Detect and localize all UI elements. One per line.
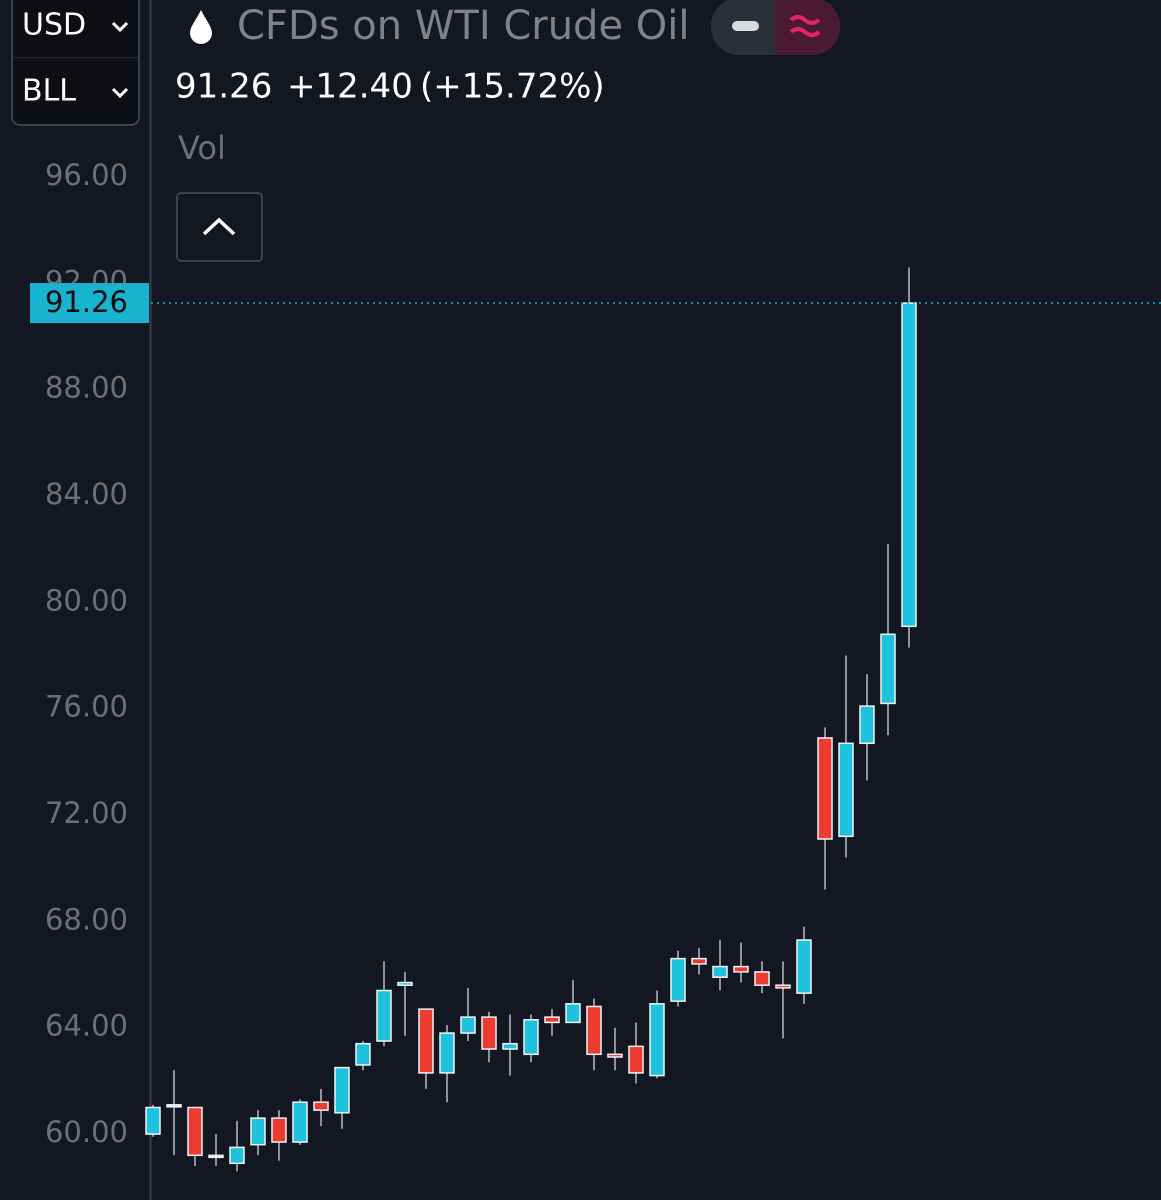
y-tick-label: 80.00 [45,583,128,617]
candle-body [208,1154,224,1159]
collapse-button[interactable] [176,192,263,262]
candle-body [733,965,749,973]
drop-icon [190,10,212,44]
last-price-marker: 91.26 [30,283,1161,324]
candle-body [754,971,770,986]
y-tick-label: 88.00 [45,371,128,405]
candle-body [649,1003,665,1077]
y-tick-label: 64.00 [45,1009,128,1043]
chart-title: CFDs on WTI Crude Oil [237,3,689,49]
last-price-label: 91.26 [45,285,128,319]
candle-body [187,1106,203,1157]
candle-body [502,1042,518,1050]
candle-body [544,1016,560,1024]
chevron [111,21,129,33]
candle-body [313,1101,329,1111]
candle-body [712,965,728,978]
candle-body [460,1016,476,1034]
price-change: +12.40 [287,67,413,107]
candle-body [481,1016,497,1050]
y-tick-label: 72.00 [45,796,128,830]
candle-body [271,1117,287,1143]
candle-body [796,939,812,994]
candle-body [817,737,833,840]
candle-body [586,1005,602,1056]
caret-icon [202,217,236,236]
candle-body [838,742,854,838]
candle-body [418,1008,434,1074]
candle-body [691,957,707,965]
y-tick-label: 84.00 [45,477,128,511]
toggle-right [775,0,840,55]
y-tick-label: 96.00 [45,158,128,192]
candle-body [397,981,413,986]
volume-label: Vol [178,129,226,167]
candle-body [775,984,791,989]
candle-body [565,1003,581,1024]
candle-body [901,302,917,628]
candle-body [670,957,686,1002]
unit-select[interactable]: BLL [22,74,76,109]
candle-body [628,1045,644,1074]
candle-body [439,1032,455,1074]
y-tick-label: 60.00 [45,1115,128,1149]
candle-body [292,1101,308,1143]
candle-body [166,1104,182,1108]
wave-icon [789,15,821,37]
candle-body [250,1117,266,1146]
candle-body [334,1066,350,1114]
candle-body [355,1042,371,1066]
y-tick-label: 68.00 [45,902,128,936]
candle-body [523,1019,539,1056]
candle-body [376,989,392,1042]
last-price-badge [30,283,149,324]
candle-body [880,633,896,705]
price-change-percent: (+15.72%) [420,67,605,107]
minus-icon [732,21,759,31]
candle-body [607,1053,623,1058]
y-tick-label: 76.00 [45,690,128,724]
candle-body [859,705,875,745]
last-price: 91.26 [175,67,272,107]
plot [145,267,917,1172]
currency-select[interactable]: USD [22,8,86,43]
chevron [111,87,129,99]
candle-body [229,1146,245,1165]
candle-body [145,1106,161,1135]
